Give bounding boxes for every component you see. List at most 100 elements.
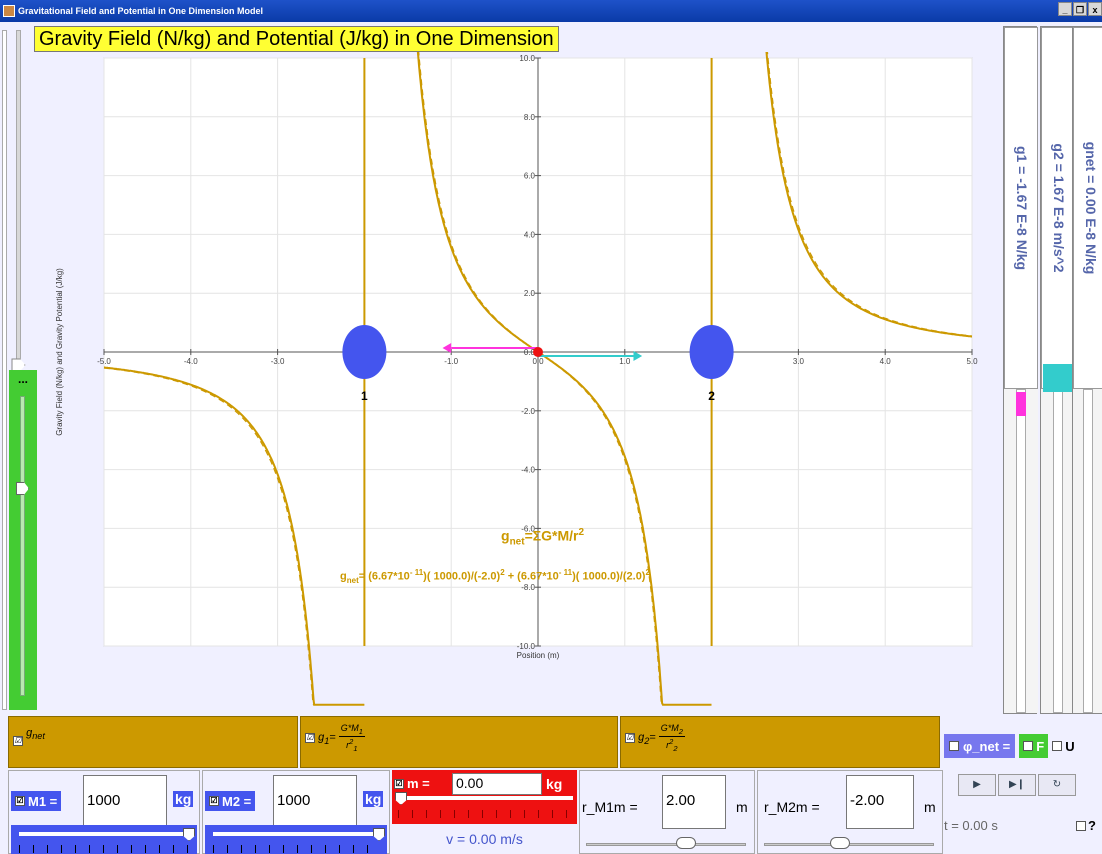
formula-gnet-numeric: gnet= (6.67*10- 11)( 1000.0)/(-2.0)2 + (… — [340, 568, 650, 585]
u-checkbox[interactable] — [1052, 741, 1063, 751]
m1-value-field[interactable]: 1000 — [83, 775, 167, 829]
slider-knob[interactable] — [183, 828, 195, 841]
m-checkbox[interactable]: ☑ — [394, 778, 404, 789]
formula2-lhs-sub: net — [346, 575, 359, 585]
bar-inner — [1053, 389, 1063, 713]
y-tick-label: 8.0 — [524, 113, 536, 122]
y-tick-label: -8.0 — [521, 583, 535, 592]
phi-net-toggle[interactable]: φ_net = — [944, 734, 1016, 758]
phi-net-checkbox[interactable] — [949, 741, 959, 751]
m-slider-track — [398, 796, 573, 800]
reset-button[interactable]: ↻ — [1038, 774, 1076, 796]
g2-toggle-sub: 2 — [644, 735, 650, 746]
g1-num: G*M — [340, 723, 359, 733]
y-axis-label: Gravity Field (N/kg) and Gravity Potenti… — [55, 268, 64, 436]
g2-num-sub: 2 — [678, 726, 683, 736]
playback-controls: ▶ ▶❙ ↻ — [958, 774, 1076, 796]
f-toggle[interactable]: F — [1019, 734, 1049, 758]
g1-toggle[interactable]: ☑ g1= G*M1 r21 — [305, 723, 365, 753]
m-slider-knob[interactable] — [395, 792, 407, 805]
m2-checkbox[interactable]: ☑ — [209, 796, 219, 806]
formula2-sq2: 2 — [645, 568, 650, 577]
close-button[interactable]: x — [1088, 2, 1102, 16]
formula-rhs-sup: 2 — [578, 527, 585, 538]
formula2-part1: = (6.67*10 — [358, 570, 410, 583]
u-label: U — [1065, 738, 1075, 754]
mass-1-label: 1 — [361, 389, 368, 403]
velocity-readout: v = 0.00 m/s — [446, 831, 523, 847]
y-tick-label: 0.0 — [524, 348, 536, 357]
m2-unit: kg — [363, 791, 384, 807]
f-checkbox[interactable] — [1023, 741, 1034, 751]
formula2-part2: )( 1000.0)/(-2.0) — [423, 570, 501, 583]
play-button[interactable]: ▶ — [958, 774, 996, 796]
r-m2m-slider[interactable] — [764, 837, 934, 849]
m1-tag[interactable]: ☑ M1 = — [11, 791, 62, 811]
formula-rhs: =ΣG*M/r — [524, 527, 579, 544]
g1-toggle-panel[interactable]: ☑ g1= G*M1 r21 — [300, 716, 618, 768]
m1-checkbox[interactable]: ☑ — [15, 796, 25, 806]
g1-checkbox[interactable]: ☑ — [305, 732, 315, 743]
vertical-slider-top[interactable] — [9, 30, 29, 370]
plot-area[interactable]: -5.0 -4.0 -3.0 -2.0 -1.0 0.0 1.0 2.0 3.0 4.0 5.0 1… — [40, 52, 1000, 710]
step-button[interactable]: ▶❙ — [998, 774, 1036, 796]
gnet-bar: gnet = 0.00 E-8 N/kg — [1072, 26, 1102, 714]
slider-menu-dots[interactable]: ... — [17, 372, 28, 386]
g1-den: r — [346, 739, 350, 750]
x-tick-label: -3.0 — [271, 357, 285, 366]
r-m2m-value-field[interactable]: -2.00 — [846, 775, 914, 829]
slider-ticks — [213, 845, 379, 853]
gnet-curve — [104, 366, 365, 706]
formula2-exp2: - 11 — [558, 568, 573, 577]
g2-toggle[interactable]: ☑ g2= G*M2 r22 — [625, 723, 685, 753]
y-tick-label: -4.0 — [521, 466, 535, 475]
gnet-toggle-panel[interactable]: ☑ gnet — [8, 716, 298, 768]
gnet-readout-panel: gnet = 0.00 E-8 N/kg — [1073, 27, 1102, 389]
m2-slider[interactable] — [205, 825, 387, 854]
m1-unit: kg — [173, 791, 194, 807]
r-m2m-unit: m — [924, 799, 936, 815]
formula2-lhs: g — [340, 570, 347, 583]
slider-knob[interactable] — [830, 837, 850, 849]
y-tick-label: -6.0 — [521, 524, 535, 533]
window-title: Gravitational Field and Potential in One… — [18, 6, 264, 16]
mass-1-body — [342, 325, 387, 379]
slider-track — [20, 396, 25, 696]
g1-den-sub: 1 — [353, 743, 358, 753]
potential-toggles: φ_net = F U — [944, 732, 1075, 760]
m1-label: M1 = — [28, 793, 58, 809]
g2-toggle-label: g — [638, 731, 645, 744]
g2-checkbox[interactable]: ☑ — [625, 732, 635, 743]
control-row: ☑ M1 = 1000 kg ☑ M2 = 1000 kg — [0, 770, 1102, 854]
g2-fraction-den: r22 — [659, 737, 685, 753]
g2-bar-track — [1041, 389, 1075, 713]
m-value-field[interactable]: 0.00 — [452, 773, 542, 795]
m2-control: ☑ M2 = 1000 kg — [202, 770, 390, 854]
g1-num-sub: 1 — [358, 726, 363, 736]
gnet-toggle[interactable]: ☑ gnet — [13, 727, 45, 749]
slider-ticks — [19, 845, 189, 853]
vertical-slider-green[interactable]: ... — [9, 370, 37, 710]
gnet-toggle-label: g — [26, 727, 33, 739]
minimize-button[interactable]: _ — [1058, 2, 1072, 16]
test-mass-control: ☑ m = 0.00 kg — [392, 770, 577, 824]
m1-slider[interactable] — [11, 825, 197, 854]
g2-toggle-panel[interactable]: ☑ g2= G*M2 r22 — [620, 716, 940, 768]
left-slider-column: ... — [0, 22, 38, 712]
help-checkbox[interactable] — [1076, 820, 1086, 831]
m2-value-field[interactable]: 1000 — [273, 775, 357, 829]
m-tag[interactable]: ☑ m = — [394, 776, 430, 791]
f-label: F — [1036, 738, 1045, 754]
m2-tag[interactable]: ☑ M2 = — [205, 791, 256, 811]
slider-knob[interactable] — [373, 828, 385, 841]
r-m1m-slider[interactable] — [586, 837, 746, 849]
u-toggle[interactable]: U — [1052, 734, 1075, 758]
help-toggle[interactable]: ? — [1076, 818, 1096, 833]
slider-knob[interactable] — [676, 837, 696, 849]
slider-thumb[interactable] — [16, 482, 29, 495]
r-m1m-value-field[interactable]: 2.00 — [662, 775, 726, 829]
maximize-button[interactable]: ❐ — [1073, 2, 1087, 16]
gnet-checkbox[interactable]: ☑ — [13, 736, 23, 747]
formula2-part4: )( 1000.0)/(2.0) — [572, 570, 646, 583]
